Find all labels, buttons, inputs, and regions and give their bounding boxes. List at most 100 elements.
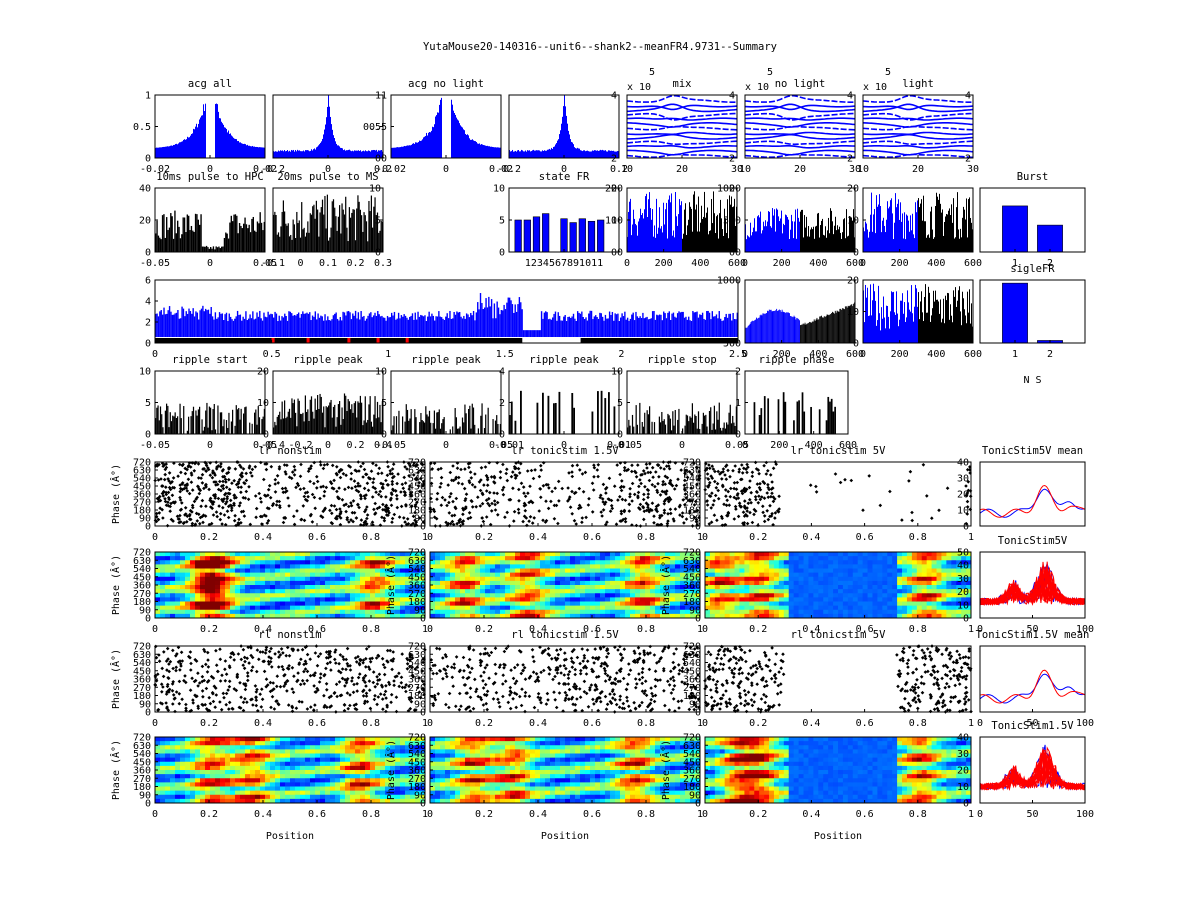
ripple-peak-2-bar — [436, 412, 438, 434]
heatmap-cell — [220, 556, 226, 561]
heatmap-cell — [350, 613, 356, 619]
fr-time-2-bar — [776, 208, 777, 252]
x-tick-label: 0 — [443, 440, 449, 451]
heatmap-cell — [350, 572, 356, 578]
spike-marker — [600, 497, 605, 501]
ripple-start-bar — [254, 412, 256, 434]
spike-marker — [330, 486, 335, 490]
heatmap-cell — [480, 589, 486, 594]
heatmap-cell — [335, 585, 341, 590]
session-fr-bar — [700, 314, 702, 337]
session-fr-bar — [553, 313, 555, 337]
y-tick-label: 5 — [617, 398, 623, 409]
heatmap-cell — [365, 593, 371, 598]
spike-marker — [232, 518, 237, 523]
heatmap-cell — [250, 609, 256, 615]
heatmap-cell — [240, 552, 246, 557]
fr-time-1-bar — [652, 209, 653, 252]
heatmap-cell — [235, 585, 241, 590]
heatmap-cell — [325, 613, 331, 619]
heatmap-cell — [205, 609, 211, 615]
heatmap-cell — [435, 597, 441, 602]
heatmap-cell — [310, 568, 316, 574]
ripple-start-bar — [168, 427, 170, 434]
heatmap-cell — [315, 580, 321, 586]
heatmap-cell — [320, 564, 326, 569]
spike-marker — [628, 494, 632, 499]
fr-cum-bar — [816, 317, 818, 343]
fr-cum-bar — [779, 310, 781, 343]
heatmap-cell — [390, 560, 396, 565]
spike-marker — [373, 501, 377, 506]
x-tick-label: 0 — [152, 349, 158, 360]
session-fr-bar — [193, 316, 196, 337]
pulse-ms-bar — [298, 220, 300, 252]
spike-marker — [690, 498, 694, 503]
x-tick-label: 0.1 — [319, 258, 337, 269]
fr-time-2-bar — [764, 226, 765, 252]
spike-marker — [386, 483, 390, 487]
fr-time-1-bar — [673, 230, 674, 252]
pulse-ms-bar — [276, 234, 278, 252]
acg-all-wide-bar — [285, 151, 286, 158]
spike-marker — [757, 485, 762, 490]
spike-marker — [641, 497, 646, 502]
acg-all-wide-bar — [331, 124, 332, 158]
ripple-stop-bar — [690, 417, 692, 434]
heatmap-cell — [320, 576, 326, 582]
pulse-ms-bar — [365, 221, 368, 252]
spike-marker — [292, 514, 296, 519]
acg-all-wide-bar — [303, 150, 304, 158]
spike-marker — [233, 513, 237, 518]
fr-time-1-bar — [701, 205, 702, 252]
spike-marker — [642, 517, 646, 522]
ripple-stop-bar — [674, 410, 676, 434]
pulse-hpc-bar — [181, 234, 183, 252]
spike-marker — [606, 497, 611, 501]
heatmap-cell — [385, 609, 391, 615]
heatmap-cell — [490, 605, 496, 611]
ripple-stop-bar — [704, 415, 706, 434]
spike-marker — [603, 500, 608, 505]
heatmap-cell — [445, 552, 451, 557]
acg-no-light-bar — [476, 142, 477, 158]
heatmap-cell — [495, 597, 501, 602]
pulse-hpc-bar — [200, 214, 202, 252]
pulse-ms-bar — [326, 194, 328, 252]
heatmap-cell — [395, 576, 401, 582]
spike-marker — [301, 504, 306, 508]
spike-marker — [482, 483, 486, 487]
spike-marker — [200, 498, 205, 503]
acg-all-wide-bar — [307, 150, 308, 158]
heatmap-cell — [305, 568, 311, 574]
y-tick-label: 360 — [408, 490, 426, 501]
spike-marker — [208, 498, 212, 503]
heatmap-cell — [170, 556, 176, 561]
fr-cum-bar — [748, 325, 750, 343]
fr-cum-bar — [812, 321, 814, 343]
spike-marker — [164, 492, 169, 497]
pulse-ms-bar — [364, 215, 366, 252]
session-fr-bar — [535, 330, 537, 337]
pulse-hpc-bar — [263, 221, 265, 252]
spike-marker — [247, 464, 252, 468]
ripple-peak-2-bar — [472, 407, 475, 434]
ripple-peak-1-bar — [290, 417, 292, 434]
acg-all-bar — [223, 124, 224, 158]
heatmap-cell — [380, 568, 386, 574]
heatmap-cell — [250, 605, 256, 611]
fr-time-1-bar — [666, 202, 667, 252]
heatmap-cell — [370, 568, 376, 574]
spike-marker — [234, 482, 239, 487]
spike-marker — [721, 470, 725, 474]
session-fr-bar — [510, 300, 512, 337]
acg-no-light-bar — [413, 143, 414, 158]
heatmap-cell — [240, 560, 246, 565]
pulse-ms-bar — [352, 209, 354, 252]
spike-marker — [612, 484, 617, 488]
spike-marker — [330, 521, 335, 526]
spike-marker — [650, 508, 654, 513]
x-tick-label: 0.05 — [253, 258, 277, 269]
heatmap-cell — [465, 572, 471, 578]
acg-no-light-bar — [436, 115, 437, 158]
